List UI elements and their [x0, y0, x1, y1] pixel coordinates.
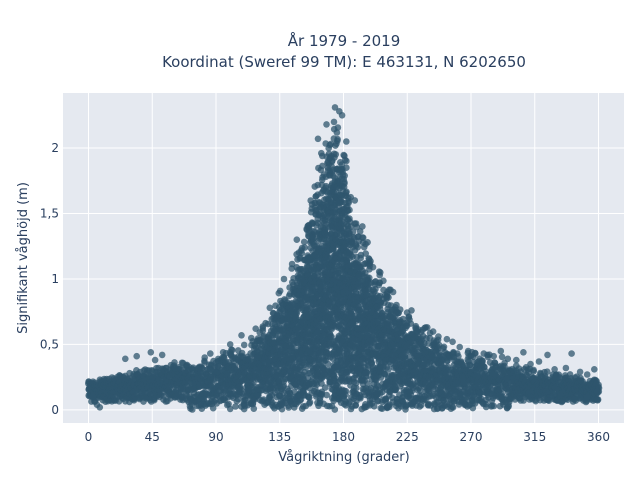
data-point: [160, 392, 168, 400]
data-point: [396, 306, 404, 313]
data-point: [300, 238, 308, 246]
data-point: [343, 188, 350, 196]
chart-title: År 1979 - 2019: [288, 31, 401, 50]
data-points: [85, 104, 603, 413]
data-point: [232, 403, 239, 410]
data-point: [171, 359, 178, 366]
data-point: [385, 294, 392, 301]
data-point: [380, 277, 387, 285]
data-point: [234, 395, 242, 403]
data-point: [341, 172, 349, 179]
data-point: [332, 151, 340, 158]
data-point: [369, 263, 377, 271]
data-point: [346, 206, 353, 214]
data-point: [323, 391, 331, 399]
data-point: [276, 287, 284, 295]
data-point: [228, 346, 236, 354]
data-point: [385, 366, 392, 373]
data-point: [429, 328, 437, 335]
data-point: [353, 384, 360, 392]
data-point: [209, 404, 217, 412]
data-point: [278, 405, 286, 413]
data-point: [330, 118, 338, 126]
data-point: [301, 244, 309, 251]
data-point: [250, 405, 258, 413]
data-point: [367, 257, 374, 265]
chart-subtitle: Koordinat (Sweref 99 TM): E 463131, N 62…: [162, 53, 526, 71]
data-point: [259, 327, 267, 335]
data-point: [343, 164, 350, 171]
data-point: [354, 243, 362, 251]
data-point: [341, 178, 348, 186]
data-point: [331, 406, 339, 413]
data-point: [226, 405, 234, 413]
data-point: [324, 360, 332, 368]
data-point: [440, 343, 448, 351]
data-point: [334, 135, 341, 143]
data-point: [334, 124, 342, 131]
data-point: [342, 387, 350, 395]
data-point: [359, 223, 366, 230]
data-point: [240, 341, 248, 349]
data-point: [306, 399, 314, 406]
data-point: [343, 157, 350, 165]
